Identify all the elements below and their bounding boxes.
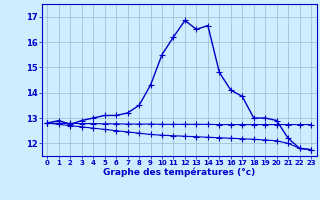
X-axis label: Graphe des températures (°c): Graphe des températures (°c) <box>103 168 255 177</box>
